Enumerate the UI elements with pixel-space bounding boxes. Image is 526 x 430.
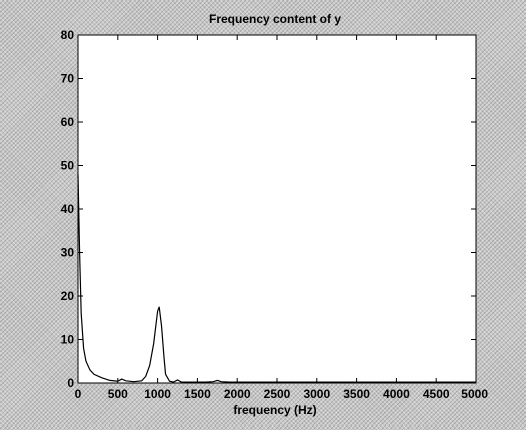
y-tick-label: 50 xyxy=(61,159,75,173)
y-tick-label: 10 xyxy=(61,333,75,347)
y-tick-label: 40 xyxy=(61,202,75,216)
series-line xyxy=(77,174,476,383)
x-tick-label: 4000 xyxy=(383,387,410,401)
x-tick-label: 3500 xyxy=(343,387,370,401)
y-tick-label: 30 xyxy=(61,246,75,260)
y-tick-label: 20 xyxy=(61,289,75,303)
chart-title: Frequency content of y xyxy=(209,12,341,26)
x-tick-label: 1500 xyxy=(184,387,211,401)
plot-area xyxy=(77,34,477,384)
x-tick-label: 5000 xyxy=(461,387,488,401)
x-tick-label: 2500 xyxy=(264,387,291,401)
plot-background xyxy=(77,34,477,384)
x-tick-label: 1000 xyxy=(144,387,171,401)
x-ticks: 0 500 1000 1500 2000 2500 3000 3500 4000 4500 5000 xyxy=(75,387,489,401)
y-tick-label: 70 xyxy=(61,72,75,86)
x-tick-label: 500 xyxy=(108,387,128,401)
y-tick-label: 0 xyxy=(67,376,74,390)
x-tick-label: 3000 xyxy=(303,387,330,401)
x-tick-label: 2000 xyxy=(224,387,251,401)
x-tick-label: 0 xyxy=(75,387,82,401)
y-ticks: 0 10 20 30 40 50 60 70 80 xyxy=(61,28,75,390)
x-axis-label: frequency (Hz) xyxy=(233,403,316,417)
x-tick-label: 4500 xyxy=(423,387,450,401)
y-tick-label: 80 xyxy=(61,28,75,42)
y-tick-label: 60 xyxy=(61,115,75,129)
